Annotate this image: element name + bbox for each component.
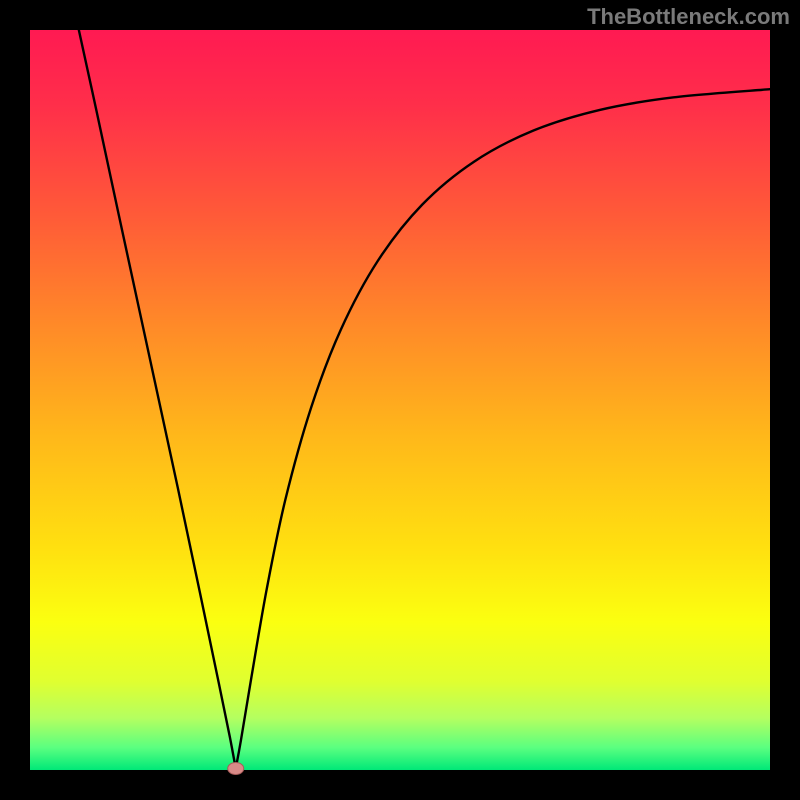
watermark-label: TheBottleneck.com [587, 4, 790, 30]
minimum-marker [228, 763, 244, 775]
bottleneck-chart [0, 0, 800, 800]
plot-background [30, 30, 770, 770]
chart-container: TheBottleneck.com [0, 0, 800, 800]
